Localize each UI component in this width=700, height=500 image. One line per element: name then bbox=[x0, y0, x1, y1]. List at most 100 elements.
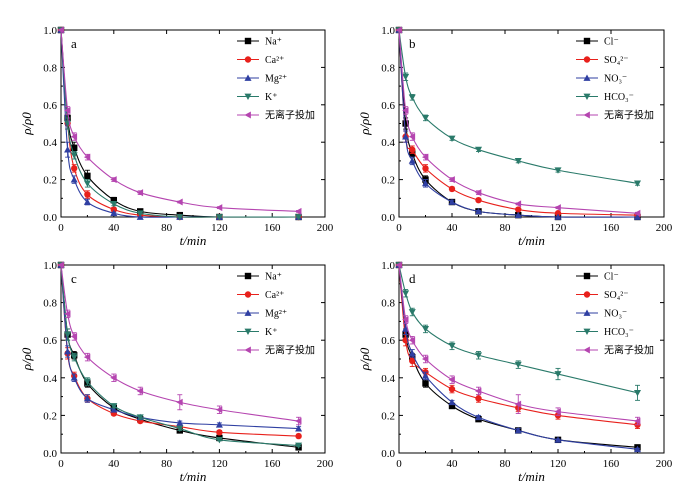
panel-c-series-4-point bbox=[176, 398, 183, 406]
panel-b-legend-marker bbox=[583, 37, 591, 45]
panel-c-legend: Na⁺ Ca²⁺ Mg²⁺ K⁺ 无离子投加 bbox=[237, 272, 315, 357]
panel-c-series-4-point bbox=[57, 261, 64, 269]
panel-a-frame bbox=[60, 29, 326, 218]
panel-a-series-4-point bbox=[215, 204, 223, 212]
panel-b-series-4-point bbox=[395, 26, 402, 34]
panel-d-series-3-point bbox=[514, 361, 522, 369]
panel-b-series-2-point bbox=[421, 179, 430, 187]
panel-c-legend-marker bbox=[244, 291, 252, 298]
panel-b-legend-label: Cl⁻ bbox=[604, 37, 619, 48]
panel-a-series-4 bbox=[57, 26, 302, 215]
panel-b-series-2-point bbox=[474, 207, 483, 215]
panel-c-series-4-point bbox=[215, 406, 223, 414]
panel-a: 0 40 80 120 160 200 0.0 0.2 0.4 0.6 0.8 1.0 t/min ρ/ρ… bbox=[19, 25, 334, 248]
panel-b-ytick-label: 0.0 bbox=[381, 212, 395, 224]
panel-c-series-3-point bbox=[295, 442, 303, 449]
panel-d: 0 40 80 120 160 200 0.0 0.2 0.4 0.6 0.8 1.0 t/min ρ/ρ… bbox=[357, 260, 673, 484]
panel-b-series-2-point bbox=[448, 198, 456, 205]
panel-b-ylabel: ρ/ρ0 bbox=[357, 112, 372, 136]
panel-c-frame bbox=[60, 264, 326, 454]
panel-b-series-1-point bbox=[475, 196, 482, 204]
panel-b-legend: Cl⁻ SO₄²⁻ NO₃⁻ HCO₃⁻ 无离子投加 bbox=[576, 37, 654, 122]
panel-a-xtick-label: 0 bbox=[58, 222, 64, 234]
panel-c-series-3-line bbox=[60, 264, 299, 447]
panel-d-series-4-point bbox=[554, 408, 561, 416]
panel-a-series-3-point bbox=[176, 214, 184, 221]
panel-d-legend-label: SO₄²⁻ bbox=[604, 290, 629, 301]
panel-c-ytick-label: 1.0 bbox=[43, 260, 57, 272]
panel-b-series-4-point bbox=[448, 176, 455, 184]
panel-b-xtick-label: 40 bbox=[447, 222, 459, 234]
panel-b-series-4-point bbox=[402, 106, 409, 114]
panel-a-legend-marker bbox=[244, 37, 252, 45]
panel-d-series-4-point bbox=[474, 387, 482, 395]
panel-c-xtick-label: 40 bbox=[108, 458, 120, 470]
panel-d-series-0-line bbox=[398, 264, 638, 448]
panel-a-series-4-point bbox=[136, 189, 144, 197]
panel-c-legend-marker bbox=[244, 272, 252, 280]
panel-c-xtick-label: 160 bbox=[264, 458, 281, 470]
panel-b-series-2-point bbox=[633, 213, 642, 220]
panel-b-series-3-point bbox=[474, 146, 483, 154]
panel-a-series-4-point bbox=[176, 198, 183, 206]
panel-a-xlabel: t/min bbox=[180, 233, 207, 248]
panel-a-series-3-point bbox=[295, 214, 303, 221]
panel-a-series-4-point bbox=[295, 207, 302, 215]
panel-d-series-3-point bbox=[554, 371, 562, 378]
panel-a-series-4-line bbox=[60, 29, 299, 212]
panel-c-legend-marker bbox=[244, 346, 251, 354]
panel-b-legend-marker bbox=[583, 56, 591, 63]
panel-d-legend-marker bbox=[583, 309, 591, 316]
panel-c-ytick-label: 0.0 bbox=[43, 448, 57, 460]
panel-d-series-4-point bbox=[448, 376, 455, 384]
panel-b-series-3-point bbox=[633, 180, 642, 187]
panel-d-series-2-point bbox=[448, 398, 456, 406]
panel-c-legend-marker bbox=[244, 309, 252, 316]
panel-b-series-3 bbox=[395, 27, 642, 187]
panel-b-series-4-point bbox=[474, 189, 482, 197]
panel-d-xtick-label: 0 bbox=[396, 458, 402, 470]
panel-c-series-3-point bbox=[83, 378, 91, 386]
panel-a-series-1-point bbox=[71, 165, 78, 172]
panel-a-ytick-label: 0.6 bbox=[43, 100, 57, 112]
panel-d-ytick-label: 0.2 bbox=[381, 410, 395, 422]
panel-a-xtick-label: 80 bbox=[161, 222, 173, 234]
panel-d-ytick-label: 1.0 bbox=[381, 260, 395, 272]
panel-d-series-1-point bbox=[448, 385, 456, 393]
panel-c-legend-label: Na⁺ bbox=[265, 272, 282, 283]
panel-c-series-2 bbox=[57, 261, 303, 432]
panel-d-series-4-point bbox=[421, 355, 429, 363]
panel-b-series-2-point bbox=[408, 157, 416, 164]
panel-a-series-2-point bbox=[64, 146, 72, 153]
panel-c-ytick-label: 0.2 bbox=[43, 410, 57, 422]
panel-b-legend-marker bbox=[583, 93, 591, 101]
panel-c-series-2-point bbox=[176, 419, 184, 426]
panel-d-series-3 bbox=[395, 262, 642, 401]
panel-c-series-2-point bbox=[215, 421, 223, 428]
panel-d-legend-label: HCO₃⁻ bbox=[604, 327, 634, 338]
panel-b-series-3-point bbox=[554, 167, 562, 174]
panel-d-ylabel: ρ/ρ0 bbox=[357, 347, 372, 371]
panel-b-legend-marker bbox=[583, 111, 590, 119]
panel-c-xtick-label: 120 bbox=[211, 458, 228, 470]
panel-a-series-3-line bbox=[60, 29, 299, 218]
panel-a-series-2-point bbox=[83, 198, 91, 205]
panel-b-ytick-label: 0.4 bbox=[381, 137, 395, 149]
panel-b-xtick-label: 200 bbox=[656, 222, 673, 234]
panel-b-series-1-line bbox=[398, 29, 638, 216]
panel-b-series-1-point bbox=[448, 185, 456, 193]
panel-a-series-4-point bbox=[70, 133, 78, 141]
panel-b-series-3-point bbox=[421, 115, 430, 122]
panel-b-xtick-label: 0 bbox=[396, 222, 402, 234]
panel-c-series-2-point bbox=[83, 394, 91, 402]
panel-b-ytick-label: 1.0 bbox=[381, 25, 395, 37]
panel-c-series-3-point bbox=[70, 354, 78, 361]
panel-a-legend-marker bbox=[244, 56, 252, 63]
panel-c-series-3-point bbox=[215, 436, 223, 444]
panel-b-series-2 bbox=[395, 26, 642, 220]
panel-a-series-4-point bbox=[64, 106, 71, 114]
panel-d-series-3-point bbox=[421, 326, 430, 333]
panel-b-series-2-point bbox=[402, 133, 410, 140]
panel-d-series-4-point bbox=[633, 417, 641, 425]
panel-d-ytick-label: 0.8 bbox=[381, 298, 395, 310]
